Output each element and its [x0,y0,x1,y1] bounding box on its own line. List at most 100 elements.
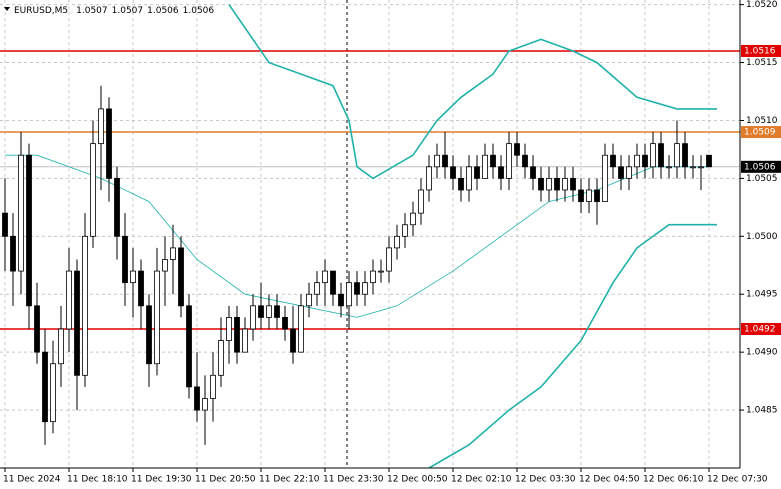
candle-body [202,398,208,411]
header-open: 1.0507 [76,6,108,16]
candle-body [42,351,48,423]
candle-body [154,270,160,365]
x-tick-label: 11 Dec 19:30 [131,475,192,485]
x-tick-label: 12 Dec 06:10 [643,475,704,485]
band-line [228,4,717,180]
x-tick-label: 11 Dec 2024 [3,475,61,485]
candle-body [554,177,560,191]
y-tick-label: 1.0490 [746,348,778,358]
axes: 1.0485 1.0490 1.0495 1.0500 1.0505 1.0510 1.05… [3,0,781,485]
candle-body [26,154,32,307]
y-tick-label: 1.0485 [746,406,778,416]
candle-body [74,270,80,376]
candle-body [562,177,568,191]
candle-body [690,166,696,169]
band-line [428,223,717,468]
level-label: 1.0509 [744,128,776,138]
candle-body [530,166,536,179]
candle-body [10,235,16,272]
candle-body [18,154,24,272]
candle-body [482,154,488,179]
candle-body [314,282,320,295]
x-tick-label: 11 Dec 18:10 [67,475,128,485]
header: EURUSD,M5 1.0507 1.0507 1.0506 1.0506 [14,6,214,16]
level-label-box [741,322,781,335]
candle-body [682,143,688,168]
candle-body [34,305,40,353]
candle-body [290,328,296,353]
x-tick-label: 11 Dec 20:50 [195,475,256,485]
candle-body [394,235,400,249]
candle-body [386,247,392,272]
candle-body [194,386,200,411]
x-tick-label: 12 Dec 02:10 [451,475,512,485]
x-tick-label: 12 Dec 07:30 [707,475,768,485]
plot [0,4,740,468]
candle-body [370,270,376,284]
candle-body [338,293,344,307]
candle-body [114,177,120,237]
candle-body [330,270,336,295]
candle-body [306,293,312,307]
candle-body [450,166,456,179]
header-high: 1.0507 [112,6,144,16]
candle-body [138,270,144,307]
candle-body [298,305,304,353]
candle-body [274,305,280,318]
candle-body [418,189,424,214]
candle-body [490,154,496,168]
candle-body [354,282,360,295]
candle-body [466,166,472,191]
level-label-box [741,126,781,139]
candle-body [618,166,624,179]
candle-body [226,317,232,341]
candle-body [610,154,616,168]
candle-body [706,154,712,168]
x-tick-label: 12 Dec 03:30 [515,475,576,485]
candle-body [402,224,408,237]
candle-body [642,154,648,168]
candle-body [2,212,8,237]
price-label: 1.0506 [744,162,776,172]
candle-body [178,247,184,307]
candle-body [698,166,704,169]
candle-body [570,177,576,191]
candle-body [674,143,680,168]
menu-arrow [4,7,10,11]
candle-body [170,247,176,260]
candle-body [442,154,448,168]
candle-body [498,166,504,179]
candle-body [58,328,64,365]
candle-body [250,305,256,330]
candle-body [586,189,592,202]
candle-body [266,305,272,318]
candle-body [426,166,432,191]
candle-body [602,154,608,202]
level-label: 1.0516 [744,46,776,56]
candle-body [474,166,480,179]
y-tick-label: 1.0505 [746,174,778,184]
y-tick-label: 1.0520 [746,0,778,10]
candle-body [634,154,640,168]
candle-body [506,143,512,179]
candle-body [410,212,416,226]
candle-body [434,154,440,168]
candle-body [322,270,328,284]
candle-body [162,259,168,272]
candle-body [626,166,632,179]
y-tick-label: 1.0515 [746,58,778,68]
candle-body [66,270,72,330]
candle-body [514,143,520,156]
x-tick-label: 12 Dec 00:50 [387,475,448,485]
header-close: 1.0506 [183,6,215,16]
candle-body [282,317,288,330]
grid [0,0,740,468]
candle-body [98,108,104,145]
candle-body [130,270,136,284]
x-tick-label: 11 Dec 22:10 [259,475,320,485]
candle-body [522,154,528,168]
candle-body [362,282,368,295]
candle-body [258,305,264,318]
